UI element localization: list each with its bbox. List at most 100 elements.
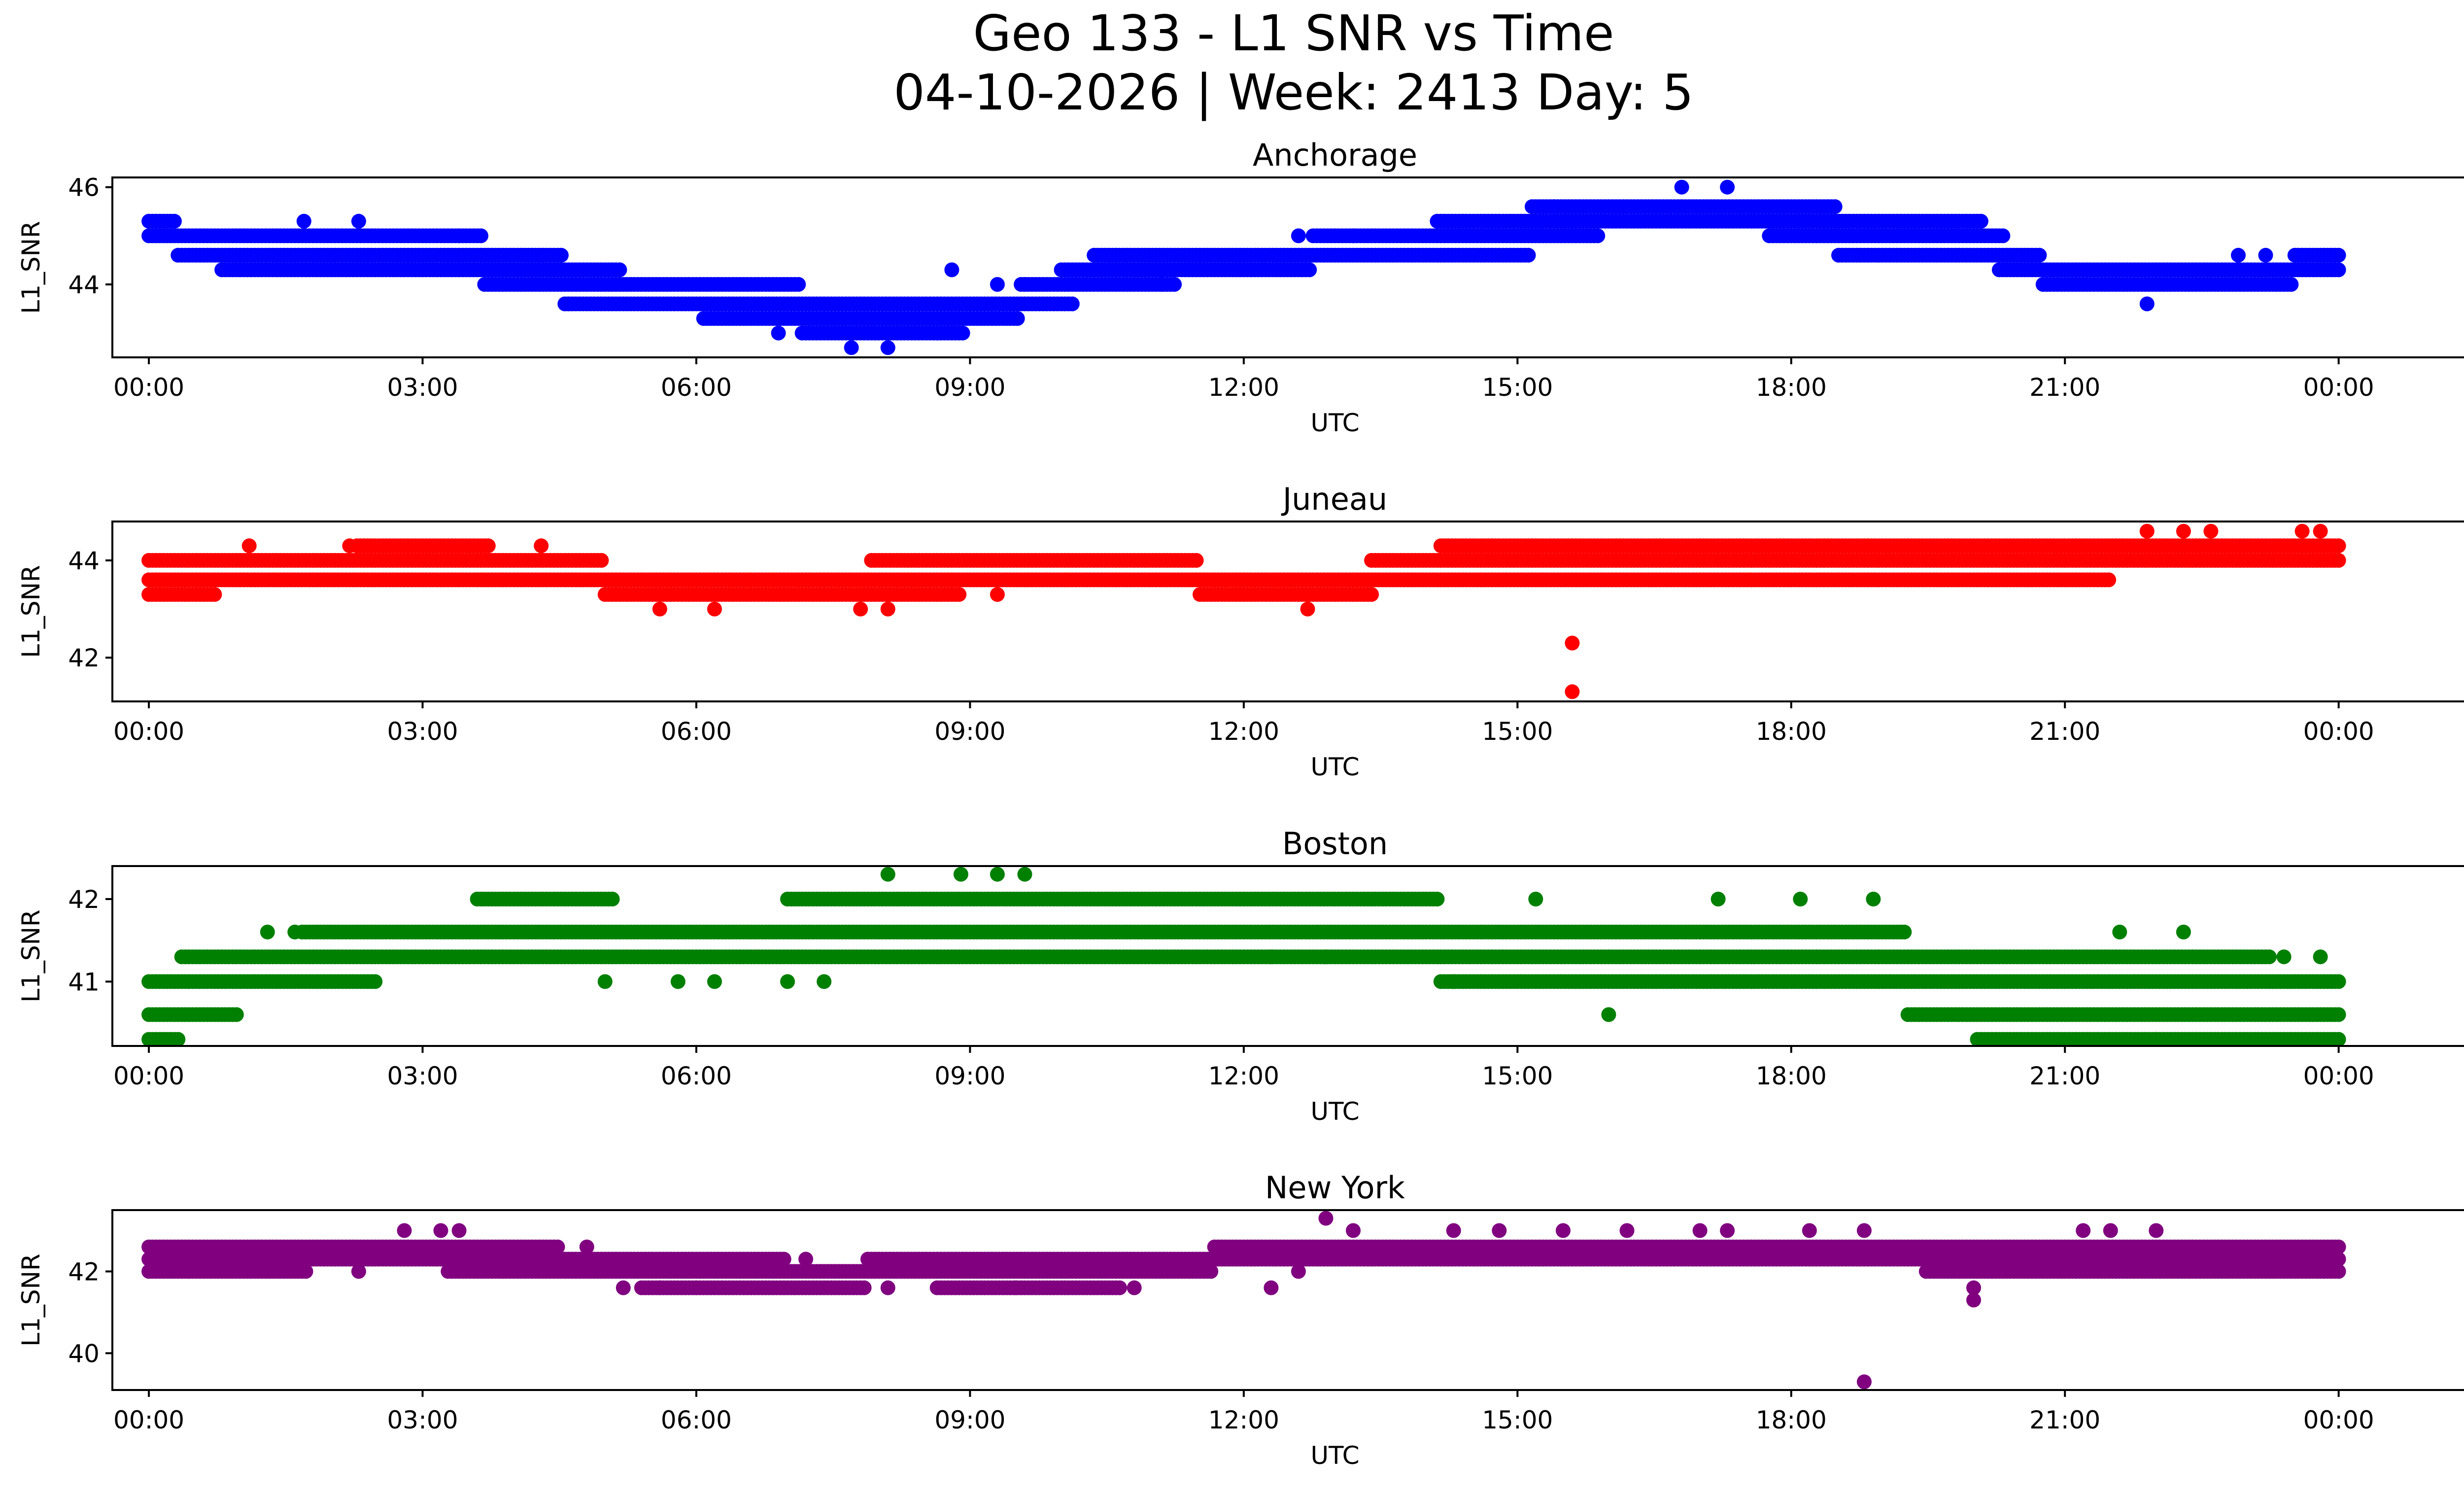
data-point <box>1897 924 1912 939</box>
data-point-outlier <box>1793 892 1808 906</box>
x-tick-label: 21:00 <box>2029 717 2100 746</box>
axes-frame <box>111 521 2464 702</box>
x-tick-label: 00:00 <box>2303 717 2374 746</box>
x-tick-label: 03:00 <box>387 1062 458 1090</box>
data-point-outlier <box>451 228 467 243</box>
data-point <box>2331 553 2346 568</box>
data-point <box>2331 247 2346 263</box>
data-point-outlier <box>1546 199 1562 214</box>
data-point <box>2331 1007 2346 1022</box>
x-tick-label: 06:00 <box>661 717 732 746</box>
data-point <box>1189 553 1204 568</box>
data-point-outlier <box>1601 1007 1616 1022</box>
data-point <box>1064 296 1080 312</box>
panel-title: New York <box>1265 1170 1405 1206</box>
x-tick-label: 12:00 <box>1208 373 1279 402</box>
data-point <box>2284 277 2299 292</box>
data-point-outlier <box>1528 892 1543 906</box>
data-point-outlier <box>2176 924 2191 939</box>
data-point-outlier <box>342 538 357 554</box>
data-point-outlier <box>880 340 895 355</box>
data-point-outlier <box>241 538 257 554</box>
panels: Anchorage 00:00 03:00 06:00 09:00 12:00 15:00 1… <box>17 137 2464 1470</box>
x-tick-label: 15:00 <box>1482 717 1553 746</box>
x-tick-label: 18:00 <box>1756 717 1827 746</box>
y-tick-label: 42 <box>68 644 100 672</box>
data-point-outlier <box>1291 228 1306 243</box>
axes-frame <box>111 176 2464 358</box>
panel-title: Boston <box>1282 826 1388 862</box>
data-point <box>2032 247 2047 263</box>
data-point-outlier <box>1364 553 1379 568</box>
x-tick-label: 18:00 <box>1756 373 1827 402</box>
x-tick-label: 06:00 <box>661 1062 732 1090</box>
data-point-outlier <box>1866 892 1881 906</box>
data-point <box>2331 262 2346 278</box>
data-point <box>553 247 569 263</box>
x-tick-label: 21:00 <box>2029 1062 2100 1090</box>
data-point-outlier <box>296 213 311 229</box>
data-point-outlier <box>287 924 303 939</box>
data-point-outlier <box>1300 601 1315 617</box>
data-point-outlier <box>2313 949 2328 965</box>
data-point-outlier <box>707 974 722 989</box>
data-point-outlier <box>1264 949 1279 965</box>
data-point <box>605 892 620 906</box>
data-point-outlier <box>944 262 959 278</box>
panel-title: Anchorage <box>1253 137 1417 173</box>
data-point <box>171 1032 186 1046</box>
x-tick-label: 18:00 <box>1756 1062 1827 1090</box>
data-point <box>2101 572 2117 588</box>
x-axis-label: UTC <box>1310 409 1359 437</box>
data-point <box>480 538 496 554</box>
data-point-outlier <box>1446 974 1461 989</box>
data-point <box>1973 213 1988 229</box>
data-point-outlier <box>2176 523 2191 539</box>
data-point <box>2331 974 2346 989</box>
data-point-outlier <box>1154 277 1169 292</box>
data-point-outlier <box>990 587 1005 602</box>
x-tick-label: 09:00 <box>934 1062 1005 1090</box>
data-point <box>474 228 488 243</box>
y-axis-label: L1_SNR <box>17 909 45 1003</box>
y-tick-label: 44 <box>68 547 100 575</box>
data-point-outlier <box>652 601 667 617</box>
data-point <box>1010 311 1025 326</box>
x-tick-label: 09:00 <box>934 373 1005 402</box>
data-point <box>952 587 967 602</box>
y-tick-label: 46 <box>68 174 100 202</box>
data-point-outlier <box>1318 949 1334 965</box>
data-point-outlier <box>534 538 549 554</box>
data-point <box>167 213 182 229</box>
data-point-outlier <box>260 924 275 939</box>
x-tick-label: 03:00 <box>387 717 458 746</box>
data-point-outlier <box>780 974 795 989</box>
data-point-outlier <box>990 277 1005 292</box>
x-tick-label: 15:00 <box>1482 373 1553 402</box>
data-point <box>1302 262 1317 278</box>
data-point <box>1167 277 1182 292</box>
data-point-outlier <box>351 213 366 229</box>
x-tick-label: 03:00 <box>387 373 458 402</box>
data-points <box>141 1211 2346 1390</box>
data-point-outlier <box>670 974 685 989</box>
data-point-outlier <box>2203 523 2219 539</box>
data-point-outlier <box>1674 179 1689 195</box>
data-point-outlier <box>2231 247 2246 263</box>
data-points <box>141 179 2346 355</box>
data-point <box>229 1007 244 1022</box>
data-point-outlier <box>1711 892 1726 906</box>
data-point <box>2331 538 2346 554</box>
x-tick-label: 12:00 <box>1208 1062 1279 1090</box>
x-tick-label: 15:00 <box>1482 1062 1553 1090</box>
data-point-outlier <box>561 296 576 312</box>
x-tick-label: 12:00 <box>1208 717 1279 746</box>
y-axis-label: L1_SNR <box>17 565 45 658</box>
data-point-outlier <box>2139 296 2155 312</box>
data-point-outlier <box>880 867 895 882</box>
